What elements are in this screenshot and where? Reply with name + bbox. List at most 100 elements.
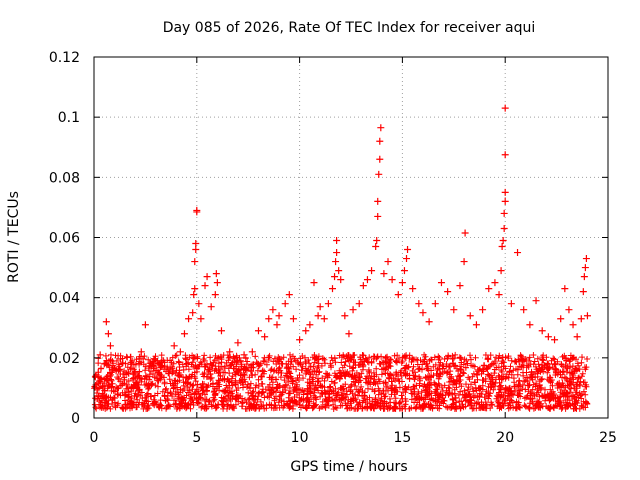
data-point xyxy=(450,306,458,314)
data-point xyxy=(261,333,269,341)
data-point xyxy=(456,282,464,290)
data-point xyxy=(577,315,585,323)
data-point xyxy=(583,312,591,320)
data-point xyxy=(333,237,341,245)
y-tick-label: 0.02 xyxy=(49,351,80,367)
y-tick-label: 0.08 xyxy=(49,170,80,186)
data-point xyxy=(374,212,382,220)
data-point xyxy=(131,369,139,377)
data-point xyxy=(551,336,559,344)
data-point xyxy=(265,315,273,323)
data-point xyxy=(499,237,507,245)
dense-point-band xyxy=(91,351,591,412)
data-points xyxy=(96,104,591,389)
data-point xyxy=(332,258,340,266)
data-point xyxy=(324,300,332,308)
data-point xyxy=(538,327,546,335)
data-point xyxy=(498,243,506,251)
data-point xyxy=(359,282,367,290)
plot-frame xyxy=(93,56,609,419)
data-point xyxy=(580,273,588,281)
data-point xyxy=(207,303,215,311)
data-point xyxy=(409,285,417,293)
y-axis-label: ROTI / TECUs xyxy=(6,191,22,283)
data-point xyxy=(333,249,341,257)
data-point xyxy=(289,315,297,323)
data-point xyxy=(100,360,108,368)
y-tick-label: 0.06 xyxy=(49,231,80,247)
data-point xyxy=(431,300,439,308)
data-point xyxy=(176,348,184,356)
data-point xyxy=(485,285,493,293)
data-point xyxy=(500,209,508,217)
data-point xyxy=(501,104,509,112)
data-point xyxy=(368,267,376,275)
data-point xyxy=(212,270,220,278)
data-point xyxy=(569,321,577,329)
data-point xyxy=(234,339,242,347)
data-point xyxy=(102,318,110,326)
data-point xyxy=(444,288,452,296)
data-point xyxy=(497,267,505,275)
data-point xyxy=(314,312,322,320)
data-point xyxy=(211,291,219,299)
data-point xyxy=(275,312,283,320)
data-point xyxy=(115,375,123,383)
data-point xyxy=(372,243,380,251)
data-point xyxy=(170,342,178,350)
data-point xyxy=(500,224,508,232)
data-point xyxy=(561,285,569,293)
data-point xyxy=(341,312,349,320)
data-point xyxy=(269,306,277,314)
data-point xyxy=(394,291,402,299)
data-point xyxy=(466,312,474,320)
dense-point-cloud xyxy=(91,351,591,412)
data-point xyxy=(376,155,384,163)
data-point xyxy=(373,237,381,245)
data-point xyxy=(380,270,388,278)
y-tick-labels: 0 0.02 0.04 0.06 0.08 0.1 0.12 xyxy=(49,50,80,427)
data-point xyxy=(180,330,188,338)
data-point xyxy=(363,276,371,284)
data-point xyxy=(419,309,427,317)
data-point xyxy=(532,297,540,305)
x-tick-label: 0 xyxy=(90,430,99,446)
data-point xyxy=(581,264,589,272)
data-point xyxy=(203,273,211,281)
data-point xyxy=(185,315,193,323)
axes xyxy=(93,56,609,419)
data-point xyxy=(192,246,200,254)
data-point xyxy=(345,330,353,338)
data-point xyxy=(192,240,200,248)
data-point xyxy=(296,336,304,344)
data-point xyxy=(191,285,199,293)
data-point xyxy=(582,255,590,263)
x-tick-label: 20 xyxy=(496,430,514,446)
data-point xyxy=(461,229,469,237)
data-point xyxy=(375,170,383,178)
data-point xyxy=(197,315,205,323)
data-point xyxy=(404,246,412,254)
data-point xyxy=(306,321,314,329)
x-tick-label: 10 xyxy=(291,430,309,446)
data-point xyxy=(106,342,114,350)
data-point xyxy=(137,348,145,356)
data-point xyxy=(355,300,363,308)
data-point xyxy=(557,315,565,323)
data-point xyxy=(328,285,336,293)
y-tick-label: 0 xyxy=(71,411,80,427)
data-point xyxy=(190,291,198,299)
data-point xyxy=(573,333,581,341)
data-point xyxy=(193,206,201,214)
data-point xyxy=(150,363,158,371)
x-tick-label: 25 xyxy=(599,430,617,446)
data-point xyxy=(501,151,509,159)
data-point xyxy=(166,366,174,374)
data-point xyxy=(501,188,509,196)
data-point xyxy=(331,273,339,281)
data-point xyxy=(96,351,104,359)
data-point xyxy=(213,279,221,287)
y-tick-label: 0.12 xyxy=(49,50,80,66)
data-point xyxy=(141,321,149,329)
